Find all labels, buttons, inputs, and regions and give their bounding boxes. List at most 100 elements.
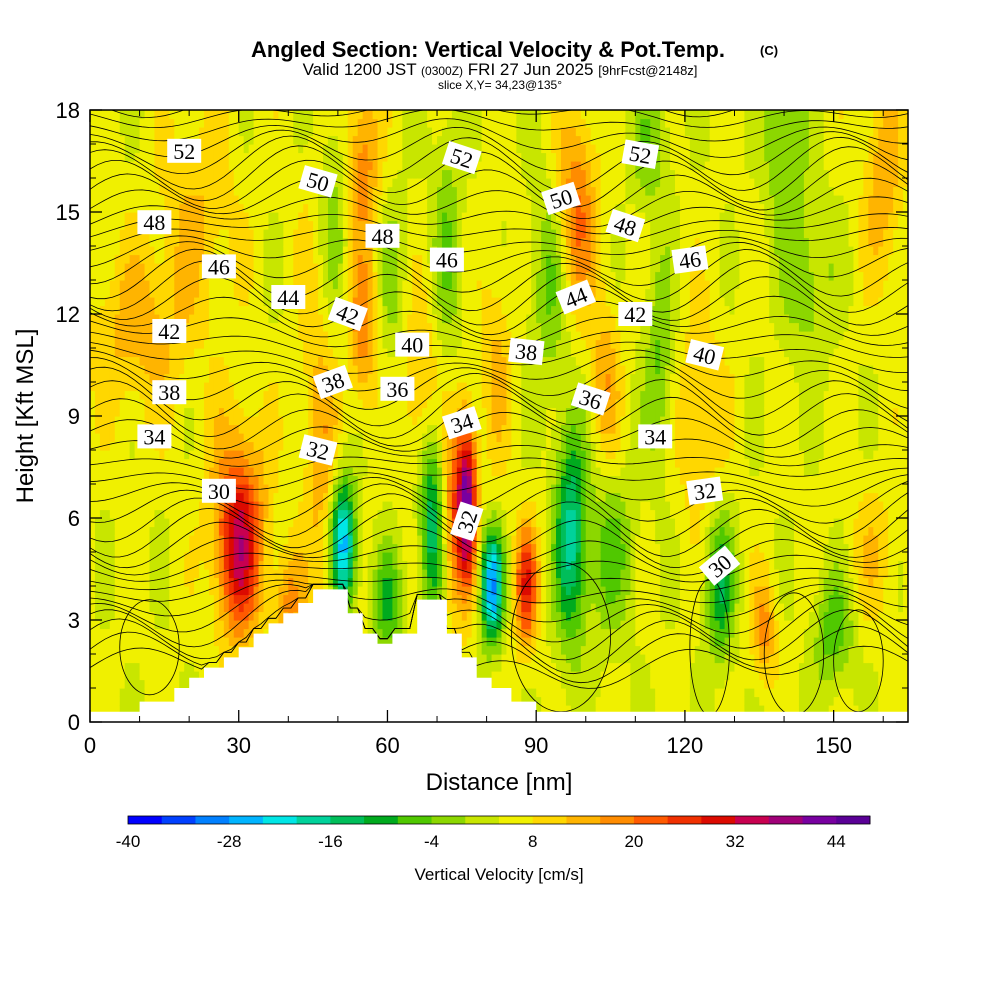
velocity-cell xyxy=(367,560,374,570)
velocity-cell xyxy=(283,254,289,264)
velocity-cell xyxy=(417,433,423,443)
velocity-cell xyxy=(303,212,309,222)
velocity-cell xyxy=(273,450,279,460)
velocity-cell xyxy=(238,467,245,477)
velocity-cell xyxy=(402,186,408,196)
velocity-cell xyxy=(347,288,354,298)
velocity-cell xyxy=(218,331,225,341)
velocity-cell xyxy=(124,603,131,613)
velocity-cell xyxy=(377,271,384,281)
velocity-cell xyxy=(149,373,156,383)
velocity-cell xyxy=(352,603,359,613)
velocity-cell xyxy=(99,492,106,502)
velocity-cell xyxy=(417,186,423,196)
velocity-cell xyxy=(184,305,190,315)
velocity-cell xyxy=(129,569,136,579)
velocity-cell xyxy=(427,475,433,485)
velocity-cell xyxy=(218,314,225,324)
velocity-cell xyxy=(273,509,279,519)
velocity-cell xyxy=(189,229,195,239)
velocity-cell xyxy=(278,127,284,137)
velocity-cell xyxy=(308,365,314,375)
velocity-cell xyxy=(422,509,428,519)
velocity-cell xyxy=(204,152,210,162)
velocity-cell xyxy=(124,382,131,392)
velocity-cell xyxy=(208,441,215,451)
velocity-cell xyxy=(194,501,200,511)
velocity-cell xyxy=(422,441,428,451)
velocity-cell xyxy=(377,339,384,349)
velocity-cell xyxy=(134,543,141,553)
velocity-cell xyxy=(387,339,394,349)
velocity-cell xyxy=(149,637,156,647)
velocity-cell xyxy=(90,688,96,698)
velocity-cell xyxy=(347,416,354,426)
velocity-cell xyxy=(318,484,324,494)
velocity-cell xyxy=(134,509,141,519)
velocity-cell xyxy=(174,484,180,494)
velocity-cell xyxy=(159,365,165,375)
velocity-cell xyxy=(99,118,106,128)
velocity-cell xyxy=(149,467,156,477)
velocity-cell xyxy=(194,263,200,273)
velocity-cell xyxy=(164,416,170,426)
velocity-cell xyxy=(397,288,403,298)
velocity-cell xyxy=(278,263,284,273)
velocity-cell xyxy=(427,501,433,511)
velocity-cell xyxy=(104,594,111,604)
velocity-cell xyxy=(323,356,329,366)
velocity-cell xyxy=(407,620,413,630)
velocity-cell xyxy=(134,577,141,587)
velocity-cell xyxy=(164,688,170,698)
velocity-cell xyxy=(313,237,319,247)
velocity-cell xyxy=(283,569,289,579)
velocity-cell xyxy=(273,246,279,256)
velocity-cell xyxy=(362,127,369,137)
velocity-cell xyxy=(119,373,126,383)
velocity-cell xyxy=(283,526,289,536)
velocity-cell xyxy=(194,314,200,324)
velocity-cell xyxy=(412,314,418,324)
velocity-cell xyxy=(99,586,106,596)
velocity-cell xyxy=(208,365,215,375)
velocity-cell xyxy=(298,526,304,536)
velocity-cell xyxy=(159,169,165,179)
velocity-cell xyxy=(114,339,121,349)
velocity-cell xyxy=(298,135,304,145)
velocity-cell xyxy=(169,365,175,375)
velocity-cell xyxy=(372,518,379,528)
velocity-cell xyxy=(164,458,170,468)
velocity-cell xyxy=(129,518,136,528)
velocity-cell xyxy=(109,373,116,383)
velocity-cell xyxy=(283,135,289,145)
velocity-cell xyxy=(114,144,121,154)
velocity-cell xyxy=(104,492,111,502)
velocity-cell xyxy=(104,305,111,315)
velocity-cell xyxy=(99,288,106,298)
velocity-cell xyxy=(288,594,294,604)
velocity-cell xyxy=(114,475,121,485)
velocity-cell xyxy=(129,450,136,460)
velocity-cell xyxy=(114,390,121,400)
velocity-cell xyxy=(298,594,304,604)
velocity-cell xyxy=(184,178,190,188)
velocity-cell xyxy=(119,237,126,247)
velocity-cell xyxy=(169,535,175,545)
velocity-cell xyxy=(119,484,126,494)
velocity-cell xyxy=(332,144,339,154)
velocity-cell xyxy=(94,671,101,681)
velocity-cell xyxy=(174,416,180,426)
velocity-cell xyxy=(99,620,106,630)
velocity-cell xyxy=(179,424,185,434)
velocity-cell xyxy=(159,144,165,154)
velocity-cell xyxy=(119,560,126,570)
velocity-cell xyxy=(278,314,284,324)
velocity-cell xyxy=(238,535,245,545)
velocity-cell xyxy=(337,492,344,502)
velocity-cell xyxy=(164,543,170,553)
velocity-cell xyxy=(124,560,131,570)
velocity-cell xyxy=(174,348,180,358)
valid-time: Valid 1200 JST xyxy=(303,60,417,79)
velocity-cell xyxy=(367,288,374,298)
velocity-cell xyxy=(377,118,384,128)
